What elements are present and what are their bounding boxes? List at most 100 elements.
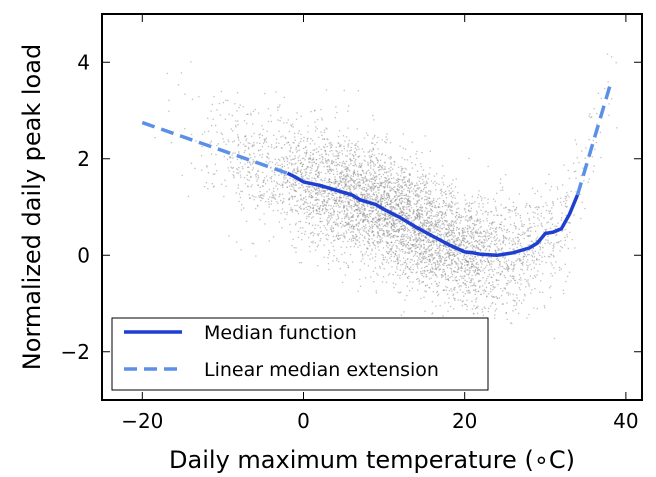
- scatter-point: [339, 188, 341, 190]
- scatter-point: [405, 218, 408, 220]
- scatter-point: [537, 213, 539, 215]
- scatter-point: [443, 262, 445, 264]
- scatter-point: [456, 218, 458, 220]
- scatter-point: [326, 162, 328, 164]
- scatter-point: [600, 97, 602, 99]
- scatter-point: [317, 212, 319, 215]
- scatter-point: [465, 284, 467, 286]
- scatter-point: [357, 214, 359, 216]
- scatter-point: [521, 263, 523, 265]
- scatter-point: [331, 144, 333, 146]
- scatter-point: [535, 238, 537, 240]
- scatter-point: [408, 214, 411, 216]
- scatter-point: [309, 166, 311, 168]
- scatter-point: [372, 168, 374, 171]
- scatter-point: [355, 200, 358, 202]
- scatter-point: [447, 310, 449, 312]
- scatter-point: [239, 171, 241, 173]
- scatter-point: [239, 162, 242, 164]
- scatter-point: [354, 204, 356, 206]
- scatter-point: [428, 197, 430, 199]
- scatter-point: [354, 163, 357, 166]
- scatter-point: [464, 271, 466, 273]
- scatter-point: [386, 226, 388, 228]
- scatter-point: [404, 148, 407, 150]
- scatter-point: [450, 238, 453, 240]
- scatter-point: [560, 219, 562, 221]
- scatter-point: [389, 237, 392, 239]
- scatter-point: [438, 257, 440, 259]
- scatter-point: [464, 282, 466, 285]
- scatter-point: [560, 240, 562, 242]
- scatter-point: [382, 230, 385, 232]
- scatter-point: [365, 190, 368, 192]
- scatter-point: [402, 238, 404, 240]
- scatter-point: [442, 222, 445, 224]
- scatter-point: [390, 200, 392, 202]
- scatter-point: [353, 228, 355, 230]
- scatter-point: [403, 229, 406, 232]
- scatter-point: [459, 252, 461, 254]
- scatter-point: [461, 227, 464, 230]
- scatter-point: [374, 144, 376, 146]
- scatter-point: [494, 227, 497, 230]
- scatter-point: [289, 181, 291, 183]
- scatter-point: [346, 188, 348, 190]
- scatter-point: [429, 254, 432, 256]
- scatter-point: [451, 263, 453, 265]
- scatter-point: [429, 215, 431, 217]
- scatter-point: [390, 241, 392, 244]
- scatter-point: [502, 241, 505, 243]
- scatter-point: [387, 222, 389, 224]
- scatter-point: [447, 241, 449, 243]
- scatter-point: [424, 175, 427, 177]
- scatter-point: [491, 260, 493, 263]
- scatter-point: [451, 183, 453, 185]
- scatter-point: [526, 251, 528, 253]
- scatter-point: [228, 235, 230, 237]
- scatter-point: [415, 247, 417, 249]
- scatter-point: [427, 238, 430, 241]
- scatter-point: [505, 312, 507, 314]
- scatter-point: [590, 116, 592, 119]
- scatter-point: [539, 242, 542, 245]
- scatter-point: [386, 204, 389, 206]
- scatter-point: [267, 152, 269, 155]
- scatter-point: [371, 231, 373, 234]
- scatter-point: [579, 193, 581, 196]
- scatter-point: [364, 207, 366, 210]
- scatter-point: [270, 166, 272, 168]
- scatter-point: [213, 95, 215, 98]
- scatter-point: [425, 207, 427, 209]
- scatter-point: [431, 205, 433, 208]
- scatter-point: [452, 240, 454, 243]
- scatter-point: [578, 161, 580, 164]
- scatter-point: [296, 112, 298, 114]
- scatter-point: [372, 189, 375, 191]
- scatter-point: [307, 137, 309, 140]
- scatter-point: [302, 147, 305, 150]
- scatter-point: [353, 171, 355, 173]
- scatter-point: [391, 229, 393, 231]
- scatter-point: [323, 131, 326, 133]
- scatter-point: [452, 229, 454, 232]
- scatter-point: [445, 259, 448, 262]
- scatter-point: [389, 257, 391, 259]
- scatter-point: [492, 286, 494, 288]
- scatter-point: [526, 280, 528, 282]
- scatter-point: [386, 242, 388, 245]
- scatter-point: [495, 258, 498, 260]
- scatter-point: [371, 227, 373, 230]
- scatter-point: [495, 252, 497, 254]
- scatter-point: [255, 196, 257, 198]
- scatter-point: [454, 204, 456, 206]
- scatter-point: [412, 192, 415, 195]
- scatter-point: [483, 260, 485, 262]
- scatter-point: [518, 278, 520, 281]
- scatter-point: [452, 279, 454, 282]
- scatter-point: [372, 178, 375, 180]
- scatter-point: [382, 234, 384, 236]
- scatter-point: [470, 280, 473, 282]
- scatter-point: [347, 110, 349, 112]
- scatter-point: [372, 242, 375, 245]
